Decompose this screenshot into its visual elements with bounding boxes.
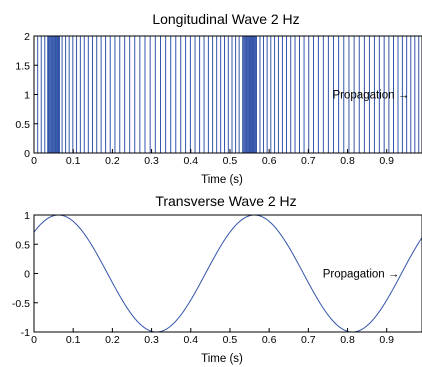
chart1-ytick-label-0: -1 (21, 327, 30, 339)
chart1-xtick-label-2: 0.2 (105, 334, 120, 346)
transverse-xlabel: Time (s) (201, 353, 243, 365)
chart0-xtick-label-6: 0.6 (262, 155, 277, 167)
longitudinal-chart: Longitudinal Wave 2 Hz 0 0.1 0.2 0.3 0.4 0.5 0… (15, 11, 422, 186)
chart1-xtick-label-6: 0.6 (262, 334, 277, 346)
chart1-xtick-label-7: 0.7 (301, 334, 316, 346)
chart1-xtick-label-8: 0.8 (340, 334, 355, 346)
transverse-y-ticks: -1 -0.5 0 0.5 1 (12, 210, 38, 339)
chart1-xtick-label-3: 0.3 (144, 334, 159, 346)
chart0-ytick-label-4: 2 (24, 31, 30, 43)
chart1-xtick-label-9: 0.9 (379, 334, 394, 346)
chart1-xtick-label-5: 0.5 (223, 334, 238, 346)
longitudinal-xlabel: Time (s) (201, 174, 243, 186)
chart0-xtick-label-1: 0.1 (66, 155, 81, 167)
chart0-ytick-label-1: 0.5 (15, 119, 30, 131)
transverse-title: Transverse Wave 2 Hz (155, 193, 296, 209)
chart0-xtick-label-4: 0.4 (183, 155, 198, 167)
chart1-ytick-label-4: 1 (24, 210, 30, 222)
longitudinal-title: Longitudinal Wave 2 Hz (152, 11, 299, 27)
transverse-chart: Transverse Wave 2 Hz 0 0.1 0.2 0.3 0.4 0.5 0.6… (12, 193, 422, 365)
chart0-xtick-label-9: 0.9 (379, 155, 394, 167)
chart1-xtick-label-1: 0.1 (66, 334, 81, 346)
chart0-xtick-label-3: 0.3 (144, 155, 159, 167)
chart1-ytick-label-1: -0.5 (12, 298, 30, 310)
chart0-xtick-label-0: 0 (31, 155, 37, 167)
longitudinal-y-ticks: 0 0.5 1 1.5 2 (15, 31, 38, 160)
chart1-xtick-label-0: 0 (31, 334, 37, 346)
longitudinal-marks (37, 36, 420, 153)
chart0-xtick-label-5: 0.5 (223, 155, 238, 167)
chart0-xtick-label-7: 0.7 (301, 155, 316, 167)
chart1-ytick-label-3: 0.5 (15, 239, 30, 251)
transverse-x-ticks: 0 0.1 0.2 0.3 0.4 0.5 0.6 0.7 0.8 0.9 (31, 328, 394, 346)
transverse-series-line (33, 214, 422, 333)
chart0-ytick-label-0: 0 (24, 148, 30, 160)
longitudinal-x-ticks: 0 0.1 0.2 0.3 0.4 0.5 0.6 0.7 0.8 0.9 (31, 149, 394, 167)
chart1-ytick-label-2: 0 (24, 269, 30, 281)
chart0-ytick-label-3: 1.5 (15, 60, 30, 72)
chart0-xtick-label-8: 0.8 (340, 155, 355, 167)
chart0-xtick-label-2: 0.2 (105, 155, 120, 167)
chart1-xtick-label-4: 0.4 (183, 334, 198, 346)
longitudinal-propagation-annotation: Propagation → (333, 90, 410, 102)
chart0-ytick-label-2: 1 (24, 90, 30, 102)
transverse-propagation-annotation: Propagation → (323, 269, 400, 281)
